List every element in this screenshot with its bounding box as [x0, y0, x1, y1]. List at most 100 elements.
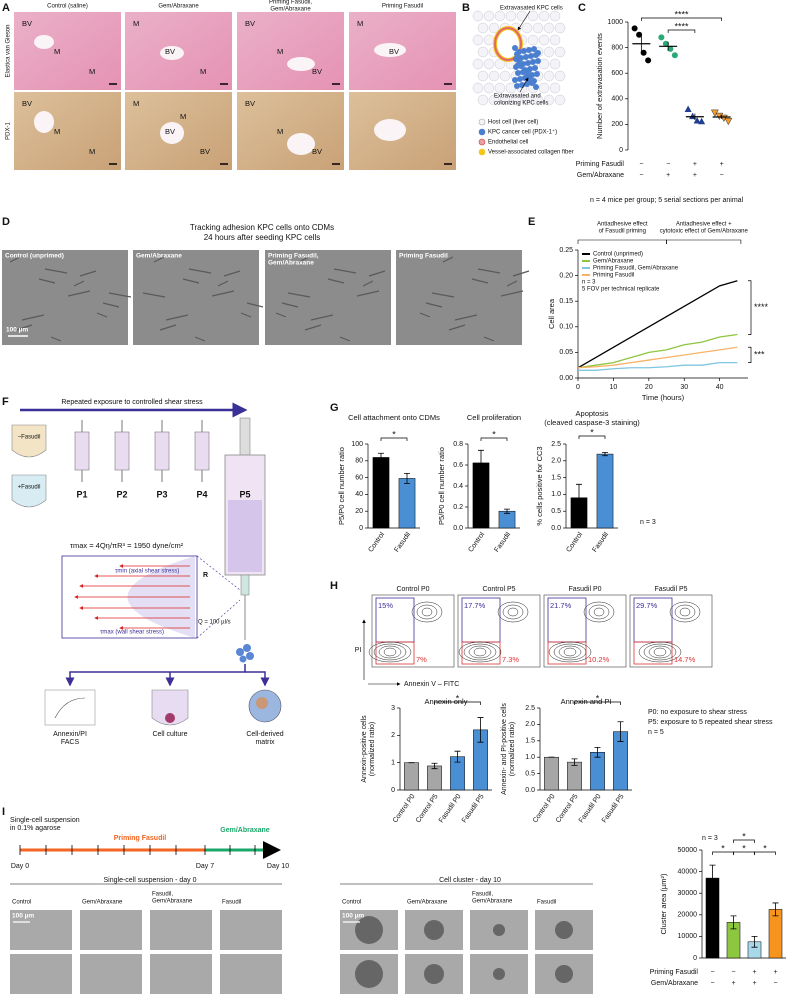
host-cell	[554, 70, 566, 82]
chart-title: Apoptosis	[576, 409, 609, 418]
significance-bracket	[733, 839, 755, 843]
condition-sign: −	[710, 980, 714, 987]
legend-label: KPC cancer cell (PDX-1⁺)	[488, 129, 557, 136]
contour	[502, 604, 524, 620]
x-tick-label: 0	[576, 384, 580, 391]
y-tick-label: 0.10	[559, 324, 573, 331]
y-tick-label: 0.00	[559, 375, 573, 382]
cell-shape	[454, 314, 478, 321]
cell-shape	[165, 314, 189, 321]
y-tick-label: 0.0	[525, 787, 535, 794]
host-cell	[472, 34, 484, 46]
y-tick-label: 10000	[678, 933, 698, 940]
host-cell	[494, 82, 506, 94]
contour	[553, 643, 587, 661]
micrograph	[133, 250, 259, 345]
x-tick-label: Control P0	[392, 793, 417, 824]
annotation: BV	[22, 99, 32, 108]
contour	[383, 647, 397, 657]
contour	[669, 601, 701, 623]
x-tick-label: Control P5	[415, 793, 440, 824]
note: n = 3	[582, 280, 596, 286]
cell-shape	[419, 312, 431, 318]
image-label: Control	[342, 900, 361, 906]
annotation: BV	[312, 67, 322, 76]
panel-label: F	[2, 396, 9, 408]
tube-label: −Fasudil	[18, 435, 41, 441]
column-title: Priming Fasudil	[382, 4, 423, 10]
column-title: Gem/Abraxane	[270, 7, 311, 13]
cell-shape	[194, 336, 206, 342]
x-tick-label: Control	[467, 531, 486, 554]
cell-shape	[240, 312, 252, 318]
phase-header: Antiadhesive effect +	[676, 222, 732, 228]
y-tick-label: 50000	[678, 847, 698, 854]
note: P0: no exposure to shear stress	[648, 709, 747, 716]
cell-shape	[425, 302, 443, 308]
data-point	[671, 52, 678, 59]
cluster	[555, 921, 573, 939]
percent-lower: 14.7%	[674, 655, 696, 664]
cell-shape	[310, 314, 334, 321]
annotation: M	[54, 47, 60, 56]
y-axis-label: Annexin-positive cells	[361, 715, 368, 783]
x-tick-label: Control	[565, 531, 584, 554]
error-bar	[571, 758, 578, 766]
day-label: Day 10	[267, 863, 289, 870]
legend-marker	[478, 148, 486, 156]
chart-title: Cell attachment onto CDMs	[348, 413, 440, 422]
host-cell	[549, 34, 561, 46]
y-axis-label: (normalized ratio)	[369, 722, 376, 776]
host-cell	[554, 46, 566, 58]
note: 5 FOV per technical replicate	[582, 287, 660, 293]
x-tick-label: Control P5	[555, 793, 580, 824]
kpc-cell	[512, 77, 518, 83]
significance-label: ****	[674, 21, 689, 31]
contour	[674, 604, 696, 620]
condition-sign: +	[752, 969, 756, 976]
contour	[563, 647, 577, 657]
legend-label: Priming Fasudil, Gem/Abraxane	[593, 266, 679, 272]
contour	[588, 604, 610, 620]
x-tick-label: 20	[645, 384, 653, 391]
chart-title: Annexin only	[425, 697, 468, 706]
legend-marker	[478, 138, 486, 146]
host-cell	[499, 94, 511, 106]
host-cell	[483, 34, 495, 46]
column-title: Control (saline)	[47, 4, 88, 10]
significance-label: *	[763, 843, 767, 853]
column-title: Priming Fasudil,	[269, 0, 312, 6]
image-label: Priming Fasudil,	[268, 253, 319, 260]
cell-shape	[73, 280, 85, 287]
significance-bracket	[380, 437, 408, 441]
host-cell	[549, 10, 561, 22]
contour	[638, 641, 682, 663]
legend-marker	[478, 128, 486, 136]
micrograph	[237, 92, 344, 170]
host-cell	[483, 58, 495, 70]
column-title: Gem/Abraxane	[158, 4, 199, 10]
percent-upper: 21.7%	[550, 601, 572, 610]
error-bar	[378, 452, 384, 463]
micrograph	[237, 12, 344, 90]
x-tick-label: Control	[367, 531, 386, 554]
cell-shape	[223, 270, 241, 277]
y-tick-label: 30000	[678, 890, 698, 897]
callout: Extravasated KPC cells	[500, 6, 563, 12]
passage: P1	[76, 489, 87, 499]
cell-shape	[9, 256, 21, 263]
annotation: M	[357, 19, 363, 28]
kpc-cell	[523, 54, 529, 60]
cell-shape	[333, 268, 357, 274]
condition-sign: +	[752, 980, 756, 987]
host-cell	[527, 34, 539, 46]
data-point	[667, 45, 674, 52]
y-tick-label: 0.05	[559, 349, 573, 356]
y-tick-label: 2	[391, 732, 395, 739]
kpc-cell	[513, 56, 519, 62]
panel-label: G	[330, 402, 339, 414]
percent-upper: 17.7%	[464, 601, 486, 610]
y-tick-label: 0	[619, 147, 623, 154]
phase-header: of Fasudil priming	[599, 229, 646, 235]
panel-label: B	[462, 2, 470, 14]
